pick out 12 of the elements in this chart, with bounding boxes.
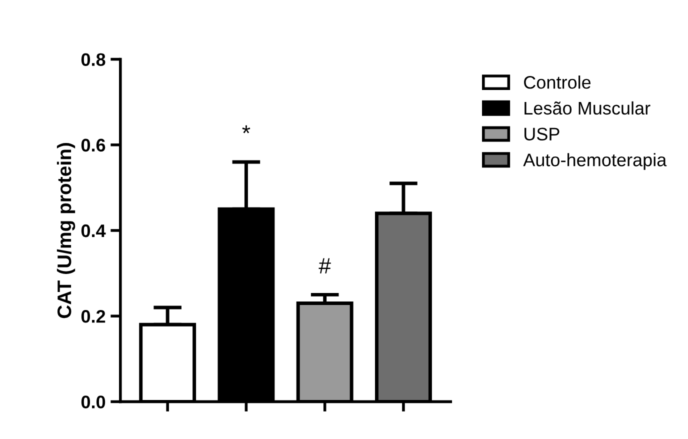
legend-label: Lesão Muscular bbox=[524, 101, 650, 115]
y-tick-label: 0.8 bbox=[81, 53, 106, 66]
annotation: # bbox=[318, 258, 331, 274]
legend-label: Auto-hemoterapia bbox=[523, 153, 667, 170]
y-tick-label: 0.2 bbox=[81, 310, 106, 323]
legend-label: USP bbox=[524, 128, 560, 140]
y-tick-label: 0.0 bbox=[81, 396, 106, 408]
annotation: * bbox=[242, 125, 250, 134]
y-axis-title: CAT (U/mg protein) bbox=[56, 143, 76, 318]
y-tick-label: 0.4 bbox=[81, 224, 106, 238]
y-tick-label: 0.6 bbox=[81, 138, 106, 152]
legend-label: Controle bbox=[524, 76, 591, 89]
